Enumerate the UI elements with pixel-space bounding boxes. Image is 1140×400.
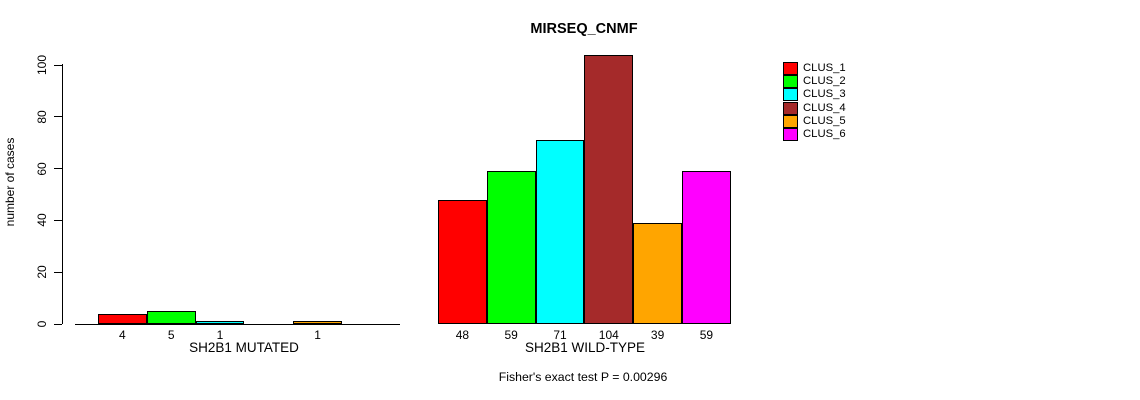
group-label-sh2b1-wild-type: SH2B1 WILD-TYPE [524,340,646,355]
legend-item-clus_3: CLUS_3 [783,88,846,102]
chart-title: MIRSEQ_CNMF [530,21,638,37]
legend-label: CLUS_6 [803,128,846,141]
bar-clus_2-group2 [486,171,536,324]
bar-value-label: 5 [167,328,175,342]
legend-swatch-clus_4 [783,101,798,115]
y-tick-label: 80 [35,110,49,124]
y-tick-label: 100 [35,54,49,76]
y-tick-label: 20 [35,265,49,279]
legend-swatch-clus_2 [783,75,798,89]
legend: CLUS_1 CLUS_2 CLUS_3 CLUS_4 CLUS_5 CLUS_6 [783,62,846,142]
legend-label: CLUS_2 [803,75,846,88]
y-tick-label: 40 [35,213,49,228]
legend-swatch-clus_5 [783,114,798,128]
legend-item-clus_6: CLUS_6 [783,128,846,142]
bar-value-label: 48 [455,328,470,342]
bar-value-label: 104 [598,328,619,342]
bar-clus_1-group2 [438,199,487,324]
bar-value-label: 1 [314,328,321,342]
legend-label: CLUS_5 [803,114,846,127]
legend-label: CLUS_4 [803,101,846,114]
bar-value-label: 59 [504,328,518,342]
bar-value-label: 39 [650,328,665,342]
y-tick [54,168,62,170]
y-tick [54,116,62,118]
bar-value-label: 59 [699,328,714,342]
bar-clus_5-group2 [633,222,682,324]
bar-clus_4-group2 [584,54,634,324]
bar-clus_2-group1 [146,311,196,324]
legend-label: CLUS_1 [803,62,846,75]
bar-value-label: 1 [216,328,224,342]
bar-clus_1-group1 [98,313,147,324]
bar-clus_3-group2 [535,140,585,324]
y-tick-label: 0 [35,320,49,328]
legend-swatch-clus_3 [783,88,798,102]
y-axis-label: number of cases [3,137,17,227]
legend-item-clus_2: CLUS_2 [783,75,846,89]
bar-value-label: 4 [119,328,126,342]
legend-swatch-clus_1 [783,62,798,76]
x-axis-line-mutated-group [75,324,400,325]
bar-clus_3-group1 [195,321,245,324]
legend-swatch-clus_6 [783,128,798,142]
group-label-sh2b1-mutated: SH2B1 MUTATED [189,340,299,355]
bar-clus_6-group2 [682,171,731,324]
fisher-exact-test-annotation: Fisher's exact test P = 0.00296 [498,370,668,384]
y-tick [54,64,62,66]
bar-clus_5-group1 [293,321,342,324]
bar-value-label: 71 [553,328,567,342]
y-tick-label: 60 [35,161,49,176]
y-tick [54,323,62,325]
y-axis-line [62,64,63,324]
legend-label: CLUS_3 [803,88,846,101]
legend-item-clus_4: CLUS_4 [783,101,846,115]
y-tick [54,271,62,273]
legend-item-clus_5: CLUS_5 [783,114,846,128]
legend-item-clus_1: CLUS_1 [783,62,846,76]
y-tick [54,219,62,221]
